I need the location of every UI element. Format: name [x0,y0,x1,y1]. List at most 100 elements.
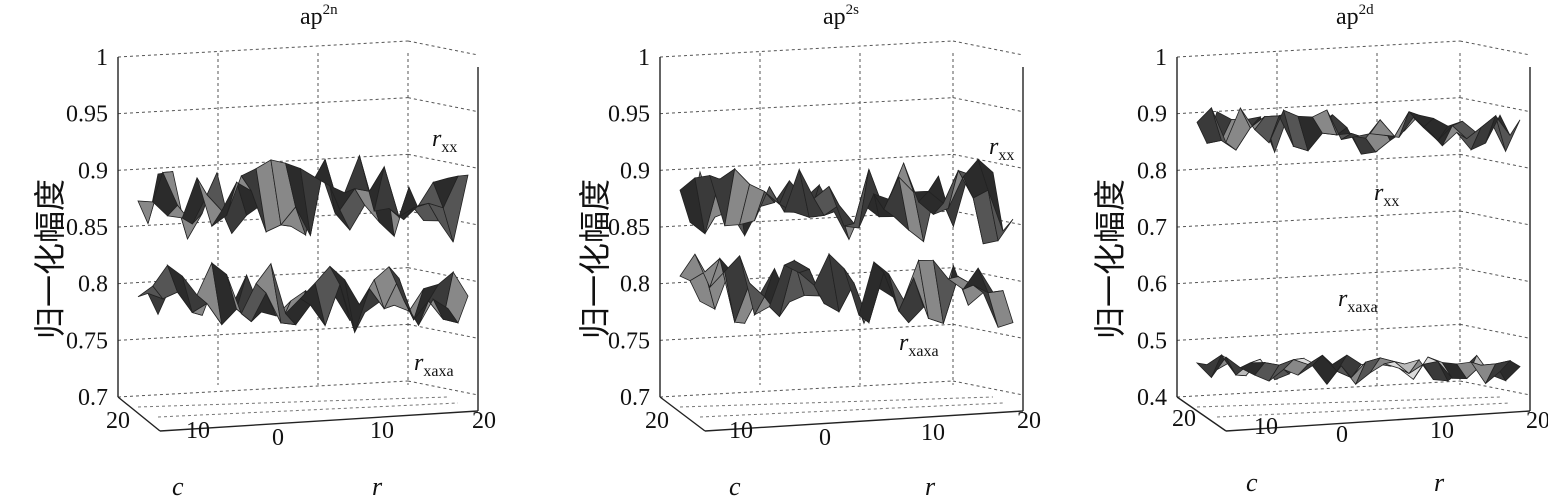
c-axis-label-3: c [1246,468,1258,497]
grid-line [407,323,479,339]
grid-line [1176,97,1461,115]
c-tick-label: 20 [106,408,130,434]
r-tick-label: 0 [1336,422,1348,448]
surface-facet-xx [181,176,208,225]
axis-line [1176,396,1227,432]
z-tick-label: 0.9 [78,158,108,184]
series-label-rxx-1: rxx [432,126,457,157]
z-tick-label: 0.8 [1137,158,1167,184]
series-label-rxaxa-3-base: r [1338,286,1348,312]
chart-canvas-1: 10.950.90.850.80.750.720 10 0 10 20 [66,40,496,451]
z-tick-label: 0.75 [66,328,108,354]
floor-grid-line [137,396,449,408]
c-tick-label: 20 [1172,406,1196,432]
grid-line [1459,380,1531,396]
series-label-rxx-3-base: r [1374,180,1384,206]
grid-line [117,380,409,398]
grid-line [1176,267,1461,285]
grid-line [407,267,479,283]
z-tick-label: 0.4 [1137,385,1167,411]
floor-grid-line [1196,396,1501,408]
series-label-rxaxa-3-sub: xaxa [1347,299,1378,316]
title-sup-3: 2d [1358,2,1374,18]
series-label-rxx-2-base: r [989,134,999,160]
chart-title-2: ap2s [823,2,859,31]
grid-line [117,97,409,115]
grid-line [117,323,409,341]
grid-line [952,323,1024,339]
r-tick-label: 10 [1430,418,1454,444]
z-tick-label: 0.9 [1137,102,1167,128]
series-label-rxaxa-1: rxaxa [414,350,454,381]
surface-facet-xx [1485,114,1511,144]
floor-grid-line [679,396,994,408]
grid-line [1459,323,1531,339]
r-axis-label-2: r [925,472,936,501]
title-base-1: ap [300,4,323,30]
z-tick-label: 1 [638,45,650,71]
r-tick-label: 10 [921,420,945,446]
grid-line [659,153,954,171]
series-label-rxaxa-2: rxaxa [899,330,939,361]
grid-line [1459,267,1531,283]
z-tick-label: 0.7 [1137,215,1167,241]
grid-line [407,97,479,113]
surface-facet-xaxa [977,267,1004,294]
grid-line [659,40,954,58]
z-tick-label: 0.75 [608,328,650,354]
chart-panel-1: 1 0.95 0.9 0.85 0.8 0.75 0.7 20 10 0 10 20 ap2n 归一化… [0,0,516,501]
z-tick-label: 0.9 [620,158,650,184]
chart-panel-2: 1 0.95 0.9 0.85 0.8 0.75 0.7 20 10 0 10 20 ap2s 归一化… [545,0,1061,501]
r-tick-label: 20 [1526,408,1548,434]
y-axis-label-3: 归一化幅度 [1091,179,1129,340]
grid-line [659,323,954,341]
z-tick-label: 0.8 [78,272,108,298]
title-sup-1: 2n [322,2,338,18]
c-tick-label: 10 [729,418,753,444]
surface-facet-xaxa [858,261,885,324]
grid-line [1459,40,1531,56]
surface-facet-xx [343,154,370,194]
chart-canvas-2: 10.950.90.850.80.750.720 10 0 10 20 [608,40,1041,451]
title-base-3: ap [1336,4,1359,30]
z-tick-label: 1 [96,45,108,71]
z-tick-label: 0.7 [620,385,650,411]
axis-line [1225,410,1531,432]
floor-grid-line [699,402,1004,418]
series-label-rxaxa-1-sub: xaxa [423,363,454,380]
series-label-rxx-3-sub: xx [1383,193,1400,210]
r-tick-label: 10 [370,418,394,444]
series-label-rxaxa-2-sub: xaxa [908,343,939,360]
grid-line [117,40,409,58]
grid-line [659,380,954,398]
grid-line [952,97,1024,113]
c-axis-label-1: c [172,472,184,501]
series-label-rxx-2: rxx [989,134,1014,165]
y-axis-label-2: 归一化幅度 [576,179,614,340]
z-tick-label: 0.7 [78,385,108,411]
grid-line [1459,210,1531,226]
series-label-rxx-2-sub: xx [998,147,1015,164]
surface-facet-xx [1369,119,1396,137]
floor-grid-line [1216,402,1511,418]
series-label-rxx-1-sub: xx [441,139,458,156]
grid-line [952,380,1024,396]
axis-line [159,410,479,432]
chart-canvas-3: 10.90.80.70.60.50.420 10 0 10 20 [1137,40,1548,448]
grid-line [407,380,479,396]
surface-facet-xx [432,175,459,209]
c-axis-label-2: c [729,472,741,501]
chart-title-1: ap2n [300,2,338,31]
grid-line [1176,323,1461,341]
z-tick-label: 0.5 [1137,328,1167,354]
surface-facet-xaxa [432,298,459,324]
r-tick-label: 20 [472,408,496,434]
r-tick-label: 0 [272,425,284,451]
chart-title-3: ap2d [1336,2,1374,31]
grid-line [1176,210,1461,228]
z-tick-label: 0.95 [608,102,650,128]
z-tick-label: 1 [1155,45,1167,71]
axis-line [659,396,706,432]
r-tick-label: 20 [1017,408,1041,434]
z-tick-label: 0.85 [66,215,108,241]
